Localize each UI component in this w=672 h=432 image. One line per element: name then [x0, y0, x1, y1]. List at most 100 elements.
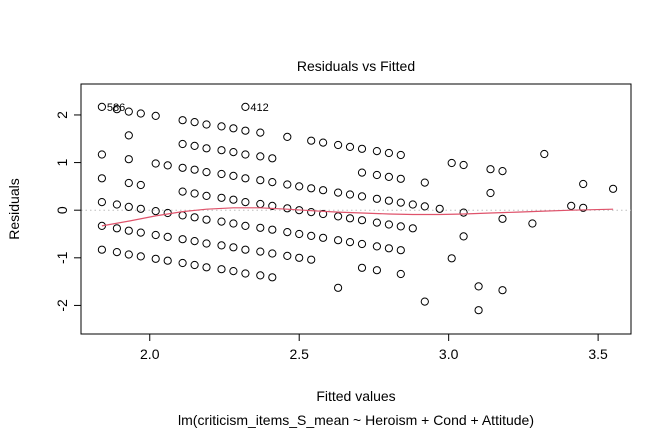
data-point	[384, 172, 393, 181]
data-point	[283, 228, 292, 237]
data-point	[190, 189, 199, 198]
data-point	[498, 214, 507, 223]
data-point	[307, 184, 316, 193]
smoother-line	[101, 207, 614, 227]
data-point	[190, 118, 199, 127]
data-point	[498, 286, 507, 295]
data-point	[151, 159, 160, 168]
data-point	[420, 297, 429, 306]
data-point	[295, 182, 304, 191]
point-labels: 586 412	[107, 102, 269, 114]
data-point	[151, 207, 160, 216]
data-point	[486, 188, 495, 198]
data-point	[256, 199, 265, 209]
data-point	[241, 221, 250, 230]
data-point	[420, 178, 429, 187]
data-point	[319, 233, 328, 242]
point-label: 412	[250, 102, 268, 114]
data-point	[256, 176, 265, 185]
data-point	[459, 160, 468, 170]
x-tick-label: 2.0	[140, 346, 160, 362]
data-point	[178, 116, 187, 125]
data-point	[136, 109, 145, 118]
data-point	[268, 178, 277, 187]
data-point	[241, 126, 250, 135]
y-axis-label: Residuals	[6, 178, 22, 239]
data-point	[345, 214, 355, 223]
data-point	[97, 245, 107, 254]
data-point	[202, 191, 211, 200]
plot-frame	[80, 83, 632, 335]
data-point	[384, 148, 393, 158]
y-axis: -2 -1 0 1 2	[54, 111, 82, 312]
data-point	[372, 147, 381, 156]
data-point	[163, 256, 172, 265]
data-point	[283, 204, 292, 213]
data-point	[190, 213, 199, 222]
data-point	[202, 215, 211, 224]
data-point	[372, 170, 381, 180]
data-point	[396, 269, 405, 279]
data-point	[124, 250, 133, 259]
data-point	[268, 273, 277, 282]
data-point	[357, 263, 367, 272]
data-point	[163, 161, 172, 170]
data-point	[334, 283, 343, 292]
data-point	[307, 136, 316, 145]
data-point	[372, 218, 381, 227]
data-point	[124, 155, 133, 164]
chart-subtitle: lm(criticism_items_S_mean ~ Heroism + Co…	[178, 412, 534, 428]
y-tick-label: 0	[54, 206, 70, 214]
data-point	[163, 232, 172, 241]
data-point	[241, 269, 250, 278]
data-point	[217, 122, 226, 131]
data-point	[190, 141, 199, 150]
data-point	[579, 179, 588, 189]
data-point	[217, 217, 226, 226]
data-point	[540, 149, 549, 159]
data-point	[178, 187, 187, 196]
data-point	[97, 174, 107, 183]
data-point	[178, 258, 187, 268]
data-point	[256, 271, 265, 280]
data-point	[112, 200, 122, 209]
data-point	[357, 144, 367, 153]
data-point	[498, 167, 507, 176]
data-point	[178, 163, 187, 172]
data-point	[307, 208, 316, 217]
data-point	[202, 168, 211, 177]
data-point	[447, 158, 456, 168]
data-point	[112, 224, 122, 233]
data-point	[178, 139, 187, 149]
data-point	[256, 247, 265, 256]
data-point	[567, 201, 576, 210]
data-point	[396, 174, 405, 183]
data-point	[136, 180, 145, 190]
data-point	[229, 195, 238, 204]
data-point	[396, 150, 405, 160]
plot-area: 586 412	[80, 83, 632, 335]
data-point	[217, 169, 226, 179]
data-point	[334, 140, 343, 150]
data-point	[384, 220, 393, 229]
data-point	[283, 180, 292, 189]
data-point	[408, 224, 417, 233]
data-point	[217, 146, 226, 155]
data-point	[459, 232, 468, 241]
data-point	[151, 230, 160, 240]
data-point	[435, 204, 444, 213]
data-point	[229, 267, 238, 276]
data-point	[241, 102, 250, 112]
data-point	[229, 148, 238, 157]
data-point	[97, 150, 107, 159]
data-point	[408, 200, 417, 209]
data-point	[202, 239, 211, 248]
data-point	[307, 255, 316, 264]
data-point	[97, 221, 107, 230]
data-point	[112, 248, 122, 257]
data-point	[229, 219, 238, 228]
data-point	[345, 142, 355, 151]
data-point	[372, 266, 381, 275]
data-point	[241, 198, 250, 207]
